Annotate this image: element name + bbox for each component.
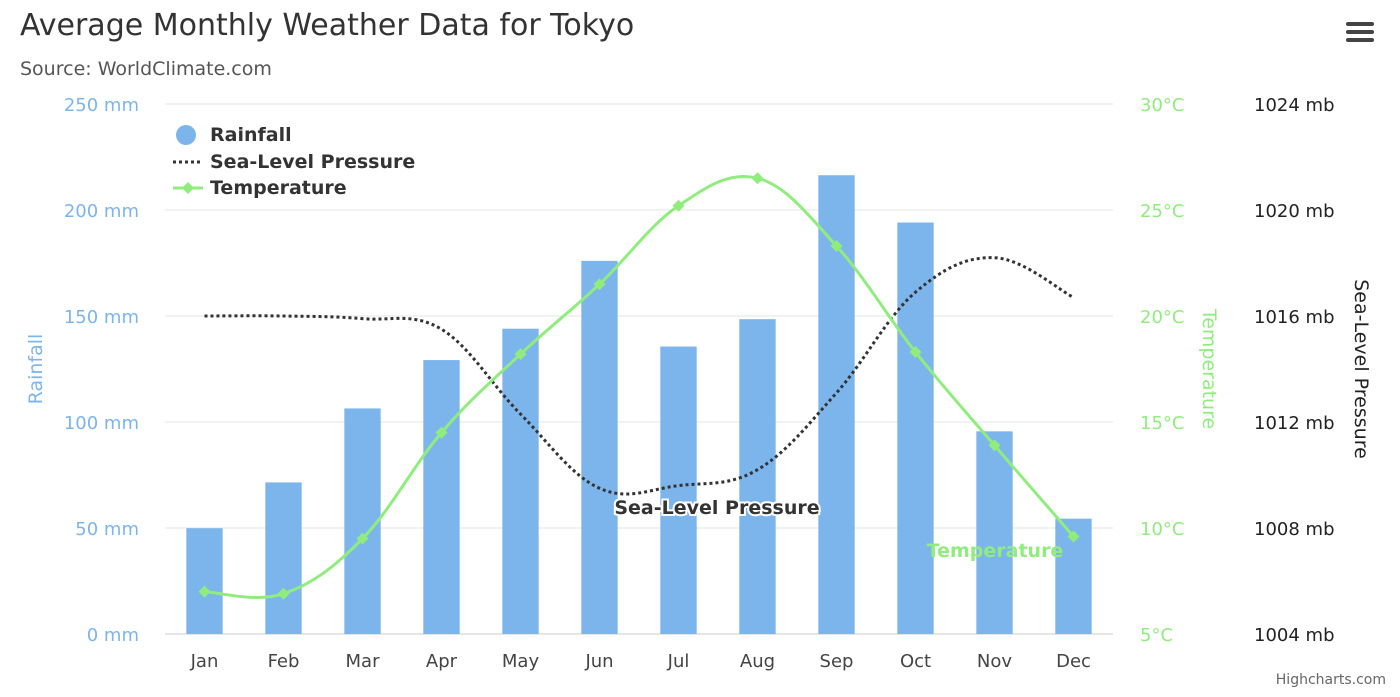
x-tick-label: May [502, 651, 540, 672]
temperature-point [435, 426, 448, 439]
pressure-tick-label: 1020 mb [1254, 201, 1335, 222]
x-tick-label: Sep [820, 651, 854, 672]
temperature-tick-label: 10°C [1140, 519, 1184, 540]
legend-label: Temperature [210, 177, 347, 199]
rainfall-bar [660, 346, 697, 634]
rainfall-tick-label: 200 mm [64, 201, 139, 222]
temperature-point [593, 278, 606, 291]
temperature-point [514, 348, 527, 361]
x-tick-label: Jun [584, 651, 613, 672]
menu-bar [1346, 38, 1374, 42]
legend-label: Rainfall [210, 124, 292, 146]
x-tick-label: Feb [268, 651, 300, 672]
rainfall-bar [502, 328, 539, 634]
temperature-point [988, 439, 1001, 452]
x-tick-label: Jan [190, 651, 219, 672]
legend: Rainfall Sea-Level Pressure Temperature [172, 122, 415, 202]
rainfall-bar [186, 528, 223, 634]
pressure-tick-label: 1012 mb [1254, 413, 1335, 434]
rainfall-bar [976, 431, 1013, 634]
rainfall-bar [581, 260, 618, 634]
temperature-point [830, 240, 843, 253]
chart-title: Average Monthly Weather Data for Tokyo [20, 8, 635, 43]
temperature-tick-label: 30°C [1140, 95, 1184, 116]
pressure-tick-label: 1004 mb [1254, 625, 1335, 646]
x-tick-label: Dec [1056, 651, 1091, 672]
temperature-tick-label: 25°C [1140, 201, 1184, 222]
legend-temperature-line-icon [173, 182, 203, 194]
pressure-tick-label: 1016 mb [1254, 307, 1335, 328]
rainfall-bar [344, 408, 381, 634]
temperature-point [356, 532, 369, 545]
temperature-tick-label: 20°C [1140, 307, 1184, 328]
legend-label: Sea-Level Pressure [210, 150, 416, 173]
pressure-tick-label: 1008 mb [1254, 519, 1335, 540]
temperature-series-label: Temperature [927, 540, 1064, 562]
x-tick-label: Nov [977, 651, 1012, 672]
temperature-point [672, 199, 685, 212]
legend-pressure-dotted-line-icon [173, 160, 203, 163]
legend-item-rainfall[interactable]: Rainfall [172, 122, 415, 149]
pressure-tick-label: 1024 mb [1254, 95, 1335, 116]
temperature-axis-title: Temperature [1198, 308, 1220, 429]
temperature-tick-label: 5°C [1140, 625, 1173, 646]
x-tick-label: Aug [740, 651, 775, 672]
temperature-point [1067, 530, 1080, 543]
rainfall-bar [265, 482, 302, 634]
menu-bar [1346, 30, 1374, 34]
rainfall-tick-label: 100 mm [64, 413, 139, 434]
legend-item-temperature[interactable]: Temperature [172, 175, 415, 202]
rainfall-tick-label: 50 mm [75, 519, 139, 540]
pressure-line [204, 256, 1075, 496]
temperature-point [198, 585, 211, 598]
x-tick-label: Apr [426, 651, 458, 672]
rainfall-tick-label: 150 mm [64, 307, 139, 328]
temperature-tick-label: 15°C [1140, 413, 1184, 434]
rainfall-axis-title: Rainfall [25, 334, 47, 405]
hamburger-menu-icon[interactable] [1342, 18, 1376, 48]
pressure-series-label: Sea-Level Pressure [614, 497, 819, 519]
x-tick-label: Jul [667, 651, 690, 672]
x-tick-label: Mar [346, 651, 381, 672]
rainfall-tick-label: 0 mm [87, 625, 139, 646]
rainfall-bar [897, 222, 934, 634]
temperature-point [277, 587, 290, 600]
legend-rainfall-circle-icon [176, 125, 196, 145]
pressure-axis-title: Sea-Level Pressure [1350, 279, 1372, 459]
rainfall-tick-label: 250 mm [64, 95, 139, 116]
legend-item-sea-level-pressure[interactable]: Sea-Level Pressure [172, 149, 415, 176]
menu-bar [1346, 22, 1374, 26]
chart-subtitle: Source: WorldClimate.com [20, 58, 272, 80]
rainfall-bar [423, 360, 460, 634]
credits-link[interactable]: Highcharts.com [1275, 672, 1386, 688]
temperature-point [751, 172, 764, 185]
x-tick-label: Oct [900, 651, 931, 672]
temperature-line [204, 174, 1075, 600]
temperature-point [909, 346, 922, 359]
